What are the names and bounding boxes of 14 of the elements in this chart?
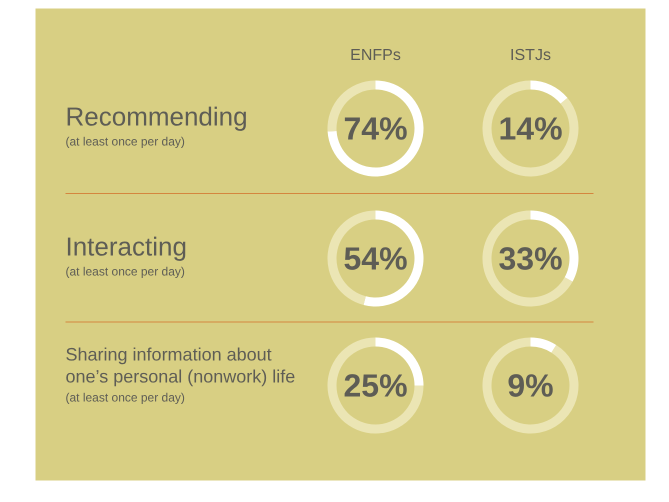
text: Interacting	[66, 232, 187, 262]
text: 9%	[507, 368, 554, 404]
text: ENFPs	[350, 47, 401, 64]
text: 14%	[498, 110, 563, 146]
text: 74%	[343, 110, 408, 146]
text: 33%	[498, 240, 563, 276]
text: (at least once per day)	[66, 134, 185, 148]
text: 25%	[343, 368, 408, 404]
text: (at least once per day)	[66, 264, 185, 278]
text: Recommending	[66, 102, 248, 132]
text: (at least once per day)	[66, 390, 185, 404]
text: Sharing information about one’s personal (nonwork) life	[66, 344, 296, 386]
text: ISTJs	[510, 47, 551, 64]
text: 54%	[343, 240, 408, 276]
